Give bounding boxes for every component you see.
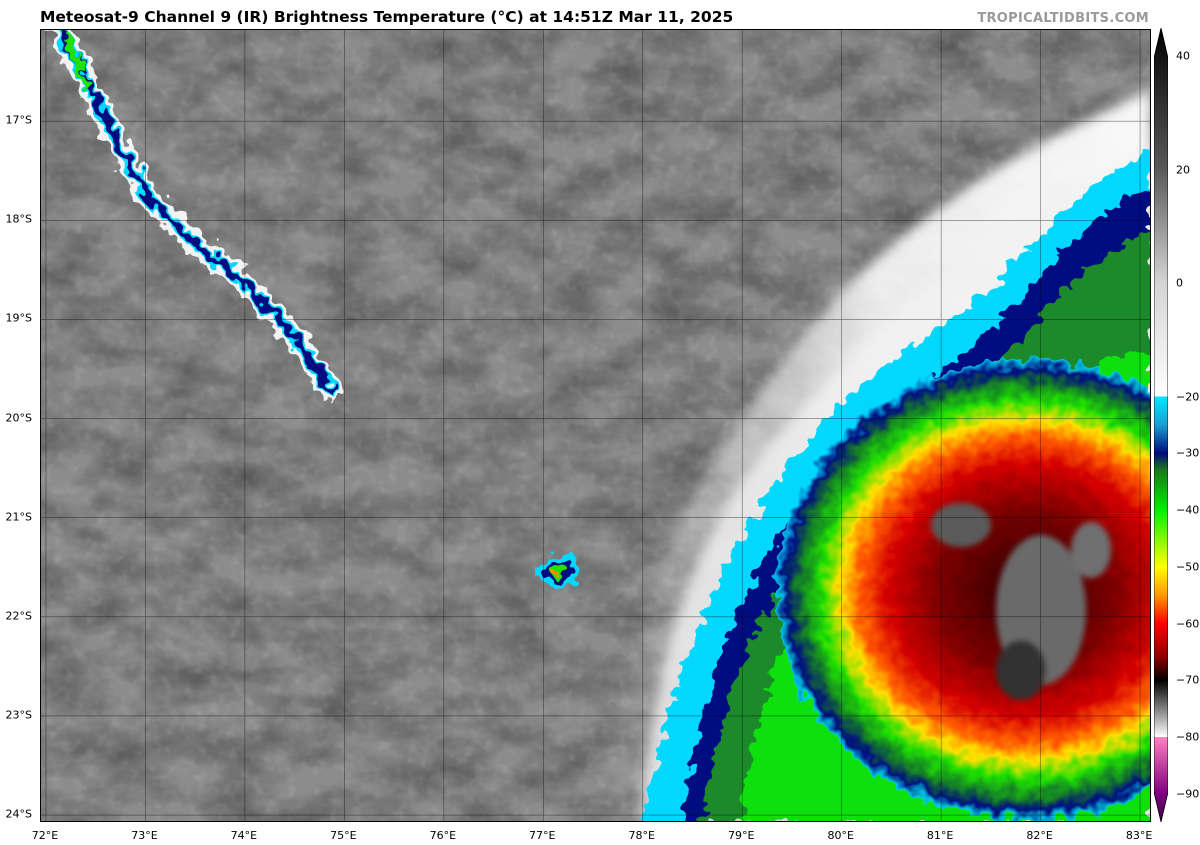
colorbar-tick-label: −70 xyxy=(1176,673,1200,687)
satellite-image-panel xyxy=(40,29,1151,822)
latitude-label: 18°S xyxy=(5,212,32,226)
colorbar-tick-label: −80 xyxy=(1176,730,1200,744)
source-credit: TROPICALTIDBITS.COM xyxy=(977,11,1149,26)
overshooting-tops xyxy=(931,503,1111,700)
longitude-label: 81°E xyxy=(926,829,954,842)
longitude-label: 72°E xyxy=(31,829,59,842)
colorbar-tick-label: −60 xyxy=(1176,617,1200,630)
longitude-label: 74°E xyxy=(230,829,258,842)
colorbar-tick-label: −50 xyxy=(1176,560,1200,574)
longitude-label: 77°E xyxy=(529,829,556,842)
latitude-label: 24°S xyxy=(5,807,32,821)
colorbar-scale xyxy=(1154,28,1168,822)
ir-imagery xyxy=(41,30,1150,821)
longitude-label: 76°E xyxy=(429,829,457,842)
latitude-label: 20°S xyxy=(5,411,32,425)
longitude-label: 79°E xyxy=(727,829,755,842)
colorbar-tick-label: −40 xyxy=(1176,503,1200,517)
longitude-label: 83°E xyxy=(1125,829,1153,842)
colorbar-tick-label: 40 xyxy=(1176,49,1190,63)
colorbar-tick-label: −90 xyxy=(1176,787,1200,801)
latitude-label: 22°S xyxy=(5,609,32,623)
lat-lon-grid xyxy=(41,30,1150,821)
longitude-label: 80°E xyxy=(827,829,854,842)
latitude-label: 19°S xyxy=(5,311,32,325)
isolated-convective-cell xyxy=(539,554,579,586)
longitude-label: 82°E xyxy=(1026,829,1053,842)
latitude-label: 17°S xyxy=(5,113,32,127)
temperature-colorbar xyxy=(1154,28,1168,822)
longitude-label: 78°E xyxy=(628,829,655,842)
map-title: Meteosat-9 Channel 9 (IR) Brightness Tem… xyxy=(40,8,734,26)
colorbar-tick-label: 20 xyxy=(1176,163,1190,177)
latitude-label: 21°S xyxy=(5,510,32,524)
latitude-label: 23°S xyxy=(5,708,32,722)
colorbar-tick-label: 0 xyxy=(1176,276,1183,290)
longitude-label: 75°E xyxy=(330,829,357,842)
cyclone-core xyxy=(776,360,1150,820)
longitude-label: 73°E xyxy=(131,829,158,842)
northwest-convective-line xyxy=(50,30,342,401)
colorbar-tick-label: −20 xyxy=(1176,390,1200,404)
colorbar-tick-label: −30 xyxy=(1176,446,1200,460)
